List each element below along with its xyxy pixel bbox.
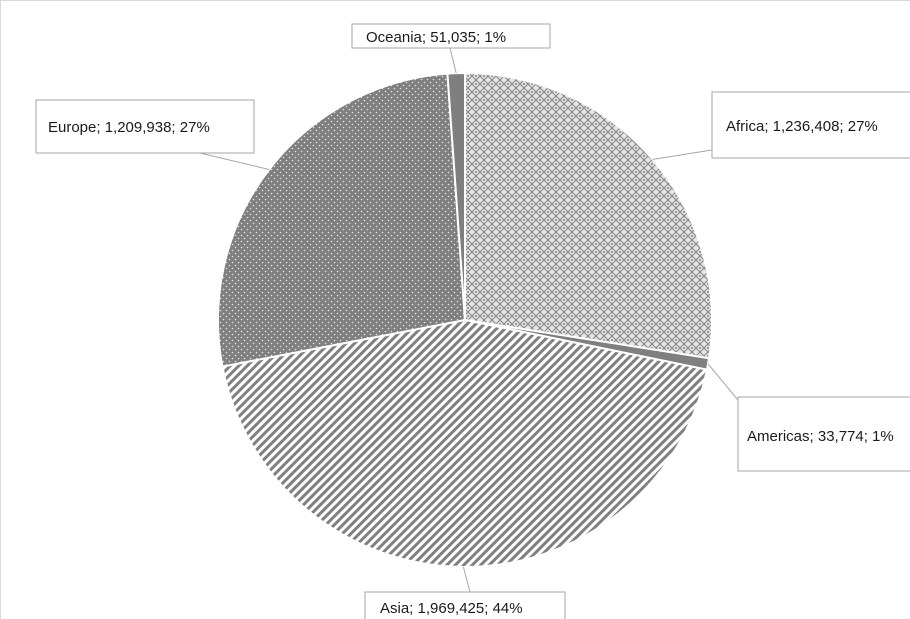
data-label-box-americas	[737, 396, 910, 472]
data-label-americas: Americas; 33,774; 1%	[747, 428, 894, 445]
leader-lines	[199, 47, 739, 593]
data-label-box-europe	[35, 99, 255, 154]
data-label-oceania: Oceania; 51,035; 1%	[366, 29, 506, 46]
leader-line-oceania	[449, 47, 457, 74]
data-labels: Africa; 1,236,408; 27% Americas; 33,774; …	[35, 23, 910, 619]
leader-line-americas	[707, 363, 739, 401]
data-label-box-asia	[364, 591, 566, 619]
data-label-box-oceania	[351, 23, 551, 49]
data-label-africa: Africa; 1,236,408; 27%	[726, 118, 878, 135]
data-label-europe: Europe; 1,209,938; 27%	[48, 119, 210, 136]
pie-slice-africa	[464, 71, 714, 360]
pie-slices	[217, 71, 714, 568]
data-label-asia: Asia; 1,969,425; 44%	[380, 600, 523, 617]
leader-line-europe	[199, 152, 270, 170]
pie-slice-asia	[221, 318, 709, 568]
pie-slice-europe	[217, 72, 467, 368]
leader-line-asia	[462, 566, 471, 593]
leader-line-africa	[652, 149, 713, 160]
data-label-box-africa	[711, 91, 910, 159]
